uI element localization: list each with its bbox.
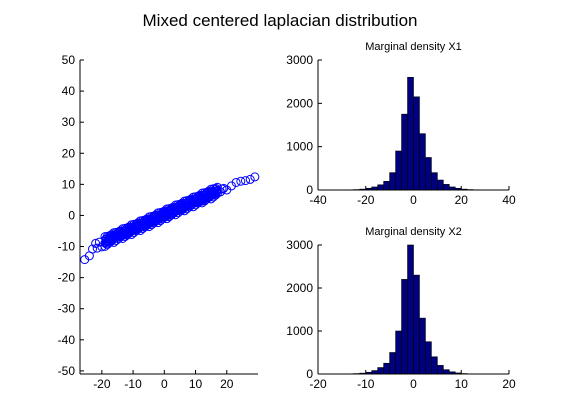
scatter-y-tick-label: 20 — [62, 146, 76, 160]
hist-x2-bar — [389, 352, 396, 375]
scatter-y-tick-label: -30 — [58, 302, 76, 316]
hist-x1-bar — [407, 77, 414, 191]
figure-title: Mixed centered laplacian distribution — [143, 11, 418, 30]
scatter-x-tick-label: 20 — [220, 377, 234, 391]
scatter-point — [212, 182, 222, 192]
scatter-plot-panel: -20 -10 0 10 20 50 40 30 20 10 0 -10 -20 -30 -40 -50 — [58, 53, 260, 391]
scatter-y-tick-label: 0 — [68, 208, 75, 222]
hist-x1-bar — [443, 184, 450, 191]
hist-x2-bar — [401, 279, 408, 375]
scatter-point — [178, 204, 188, 214]
scatter-point — [91, 238, 101, 248]
hist-x2-bar — [371, 370, 378, 375]
scatter-y-tick-label: 30 — [62, 115, 76, 129]
hist-x2-x-tick-label: 0 — [410, 377, 417, 391]
hist-x1-y-tick-label: 3000 — [286, 53, 313, 67]
hist-x2-y-tick-label: 3000 — [286, 238, 313, 252]
histogram-x1-panel: -40 -20 0 20 40 3000 2000 1000 0 Marginal density… — [286, 41, 516, 207]
scatter-point — [172, 206, 182, 216]
hist-x1-bar — [383, 181, 390, 191]
scatter-point — [139, 222, 149, 232]
scatter-point — [140, 220, 150, 230]
scatter-y-tick-label: -40 — [58, 333, 76, 347]
scatter-point — [158, 212, 168, 222]
hist-x1-bar — [377, 184, 384, 191]
hist-x2-bar — [419, 317, 426, 375]
hist-x1-x-tick-label: 0 — [410, 193, 417, 207]
hist-x1-bar — [419, 133, 426, 191]
hist-x1-bar — [389, 172, 396, 191]
scatter-y-tick-label: -20 — [58, 271, 76, 285]
hist-x2-y-tick-label: 0 — [306, 367, 313, 381]
scatter-point — [158, 209, 168, 219]
scatter-point — [169, 205, 179, 215]
scatter-point — [196, 195, 206, 205]
hist-x2-x-tick-label: -10 — [357, 377, 375, 391]
hist-x2-bar — [407, 244, 414, 375]
scatter-point — [206, 187, 216, 197]
histogram-x2-panel: -20 -10 0 10 20 3000 2000 1000 0 Marginal density… — [286, 226, 516, 391]
hist-x1-y-tick-label: 2000 — [286, 96, 313, 110]
scatter-point — [148, 214, 158, 224]
hist-x2-bar — [431, 356, 438, 375]
hist-x1-x-tick-label: -20 — [357, 193, 375, 207]
hist-x2-y-tick-label: 1000 — [286, 324, 313, 338]
scatter-x-tick-label: -10 — [124, 377, 142, 391]
hist-x2-y-tick-label: 2000 — [286, 281, 313, 295]
hist-x1-y-tick-label: 0 — [306, 183, 313, 197]
scatter-point — [130, 225, 140, 235]
hist-x2-bar — [425, 341, 432, 375]
hist-x2-bar — [377, 367, 384, 375]
scatter-point — [245, 174, 255, 184]
scatter-point — [187, 196, 197, 206]
scatter-point — [164, 212, 174, 222]
hist-x1-y-tick-label: 1000 — [286, 140, 313, 154]
hist-x1-x-tick-label: -40 — [309, 193, 327, 207]
hist-x2-x-tick-label: 10 — [455, 377, 469, 391]
hist-x1-bar — [425, 157, 432, 191]
hist-x2-x-tick-label: 20 — [502, 377, 516, 391]
scatter-y-tick-label: 10 — [62, 177, 76, 191]
scatter-point — [187, 200, 197, 210]
hist-x1-bar — [395, 150, 402, 191]
scatter-point — [92, 243, 102, 253]
scatter-point — [231, 177, 241, 187]
scatter-point — [217, 184, 227, 194]
scatter-point — [102, 239, 112, 249]
scatter-point — [122, 230, 132, 240]
scatter-point — [87, 244, 97, 254]
hist-x2-bar — [383, 362, 390, 375]
scatter-point — [250, 172, 260, 182]
scatter-point — [177, 204, 187, 214]
scatter-point — [241, 176, 251, 186]
scatter-y-tick-label: 40 — [62, 84, 76, 98]
hist-x1-title: Marginal density X1 — [365, 41, 462, 53]
scatter-y-tick-label: 50 — [62, 53, 76, 67]
hist-x2-bar — [437, 365, 444, 375]
hist-x2-bar — [413, 274, 420, 375]
scatter-y-tick-label: -50 — [58, 364, 76, 378]
scatter-x-tick-label: 0 — [161, 377, 168, 391]
hist-x1-bar — [431, 172, 438, 191]
hist-x1-x-tick-label: 20 — [455, 193, 469, 207]
hist-x2-title: Marginal density X2 — [365, 226, 462, 238]
hist-x2-x-tick-label: -20 — [309, 377, 327, 391]
scatter-x-tick-label: -20 — [93, 377, 111, 391]
scatter-point — [197, 196, 207, 206]
scatter-point — [226, 181, 236, 191]
hist-x1-x-tick-label: 40 — [502, 193, 516, 207]
hist-x1-bar — [437, 179, 444, 191]
scatter-point — [111, 229, 121, 239]
scatter-point — [121, 229, 131, 239]
hist-x2-bar — [443, 369, 450, 375]
hist-x1-bar — [401, 113, 408, 191]
scatter-x-tick-label: 10 — [189, 377, 203, 391]
hist-x2-bar — [395, 330, 402, 375]
hist-x1-bar — [413, 96, 420, 191]
scatter-point — [236, 176, 246, 186]
scatter-point — [191, 197, 201, 207]
scatter-point — [135, 223, 145, 233]
scatter-y-tick-label: -10 — [58, 240, 76, 254]
